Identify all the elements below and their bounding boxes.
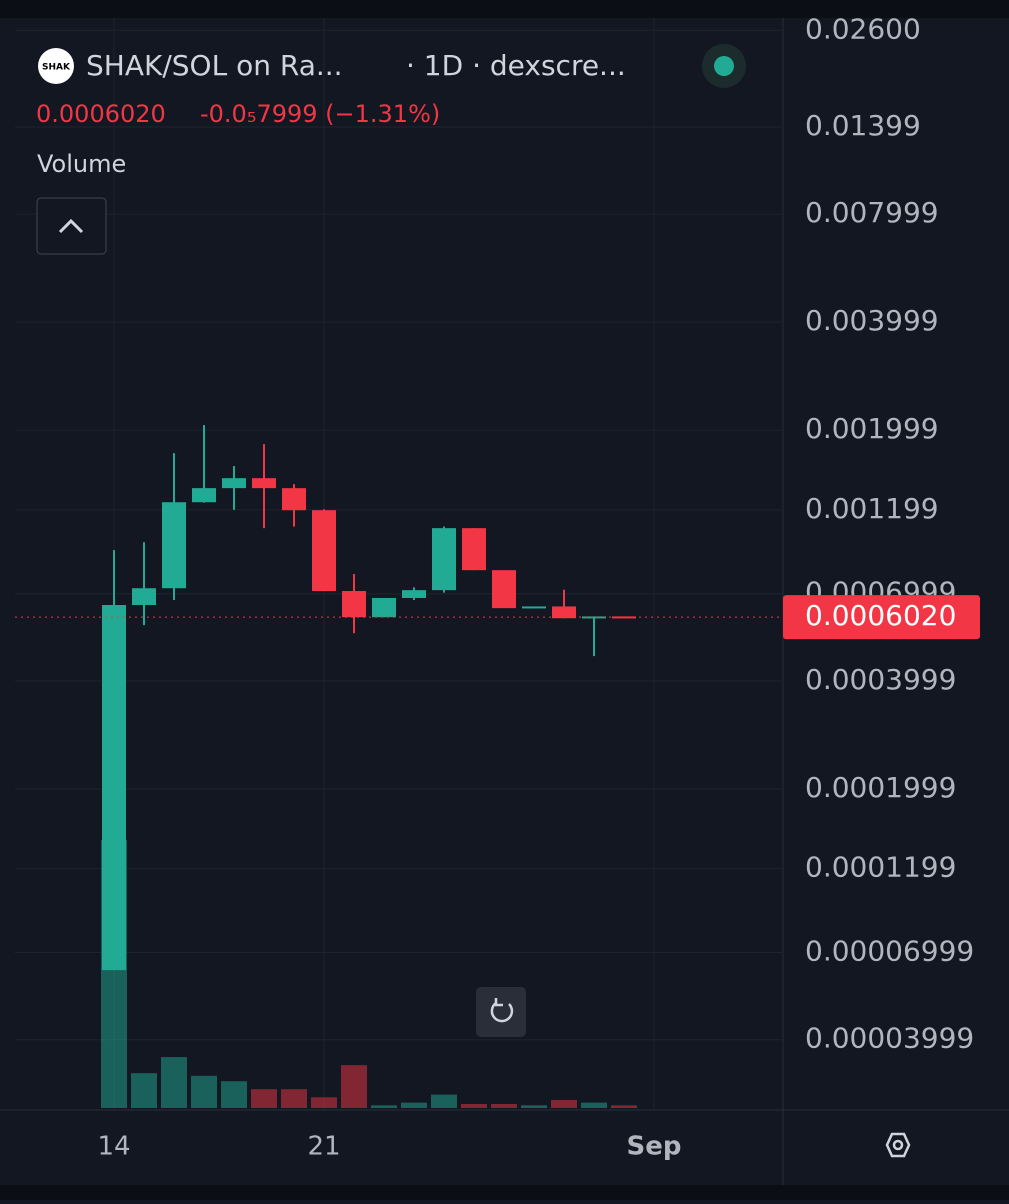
collapse-button[interactable] — [36, 197, 107, 255]
y-tick-label: 0.02600 — [805, 12, 921, 45]
volume-bar — [581, 1102, 607, 1108]
candle-body — [432, 528, 456, 591]
last-price-tag-label: 0.0006020 — [805, 599, 956, 632]
price-change: -0.0₅7999 (−1.31%) — [200, 100, 440, 128]
interval-source: · 1D · dexscre... — [406, 49, 626, 82]
volume-bar — [371, 1105, 397, 1108]
candle-body — [192, 488, 216, 503]
volume-bar — [401, 1102, 427, 1108]
top-bar — [0, 0, 1009, 18]
y-tick-label: 0.001999 — [805, 412, 939, 445]
y-tick-label: 0.01399 — [805, 109, 921, 142]
candle-body — [132, 588, 156, 605]
candle-body — [582, 616, 606, 619]
volume-bar — [281, 1089, 307, 1108]
volume-bar — [491, 1103, 517, 1108]
y-tick-label: 0.00003999 — [805, 1022, 974, 1055]
settings-icon-center — [892, 1139, 904, 1151]
candle-body — [552, 606, 576, 619]
last-price-tag — [783, 595, 980, 640]
volume-bar — [131, 1073, 157, 1108]
volume-bar — [191, 1075, 217, 1108]
candle-body — [402, 590, 426, 598]
candle-body — [222, 478, 246, 489]
candle-body — [462, 528, 486, 571]
volume-bar — [251, 1089, 277, 1108]
candle-body — [312, 510, 336, 592]
candle-body — [522, 606, 546, 609]
status-dot — [714, 56, 734, 76]
volume-bar — [551, 1099, 577, 1108]
y-tick-label: 0.0001199 — [805, 851, 956, 884]
volume-bar — [341, 1065, 367, 1108]
collapse-icon — [58, 218, 84, 234]
pair-title: SHAK/SOL on Ra... — [86, 49, 343, 82]
volume-bar — [161, 1057, 187, 1108]
candle-body — [342, 591, 366, 618]
candle-body — [492, 570, 516, 609]
candle-body — [252, 478, 276, 489]
volume-bar — [431, 1094, 457, 1108]
legend-volume: Volume — [37, 150, 126, 178]
candle-body — [372, 597, 396, 618]
settings-icon[interactable] — [885, 1132, 911, 1158]
reset-icon — [490, 998, 514, 1023]
volume-bar — [461, 1103, 487, 1108]
volume-bar — [311, 1097, 337, 1108]
volume-bar — [221, 1081, 247, 1108]
y-tick-label: 0.0001999 — [805, 771, 956, 804]
y-tick-label: 0.003999 — [805, 304, 939, 337]
candle-body — [612, 616, 636, 619]
x-tick-label: Sep — [627, 1132, 682, 1162]
y-tick-label: 0.007999 — [805, 196, 939, 229]
x-tick-label: 14 — [97, 1132, 130, 1162]
candle-body — [102, 604, 126, 971]
reset-button[interactable] — [476, 987, 526, 1037]
logo-text: SHAK — [42, 63, 71, 73]
volume-bar — [521, 1105, 547, 1108]
logo — [38, 48, 74, 84]
y-tick-label: 0.001199 — [805, 492, 939, 525]
y-tick-label: 0.0003999 — [805, 663, 956, 696]
x-tick-label: 21 — [307, 1132, 340, 1162]
candle-body — [282, 488, 306, 511]
candle-body — [162, 502, 186, 589]
y-tick-label: 0.00006999 — [805, 934, 974, 967]
last-price: 0.0006020 — [36, 100, 166, 128]
volume-bar — [611, 1105, 637, 1108]
bottom-bar — [0, 1185, 1009, 1200]
